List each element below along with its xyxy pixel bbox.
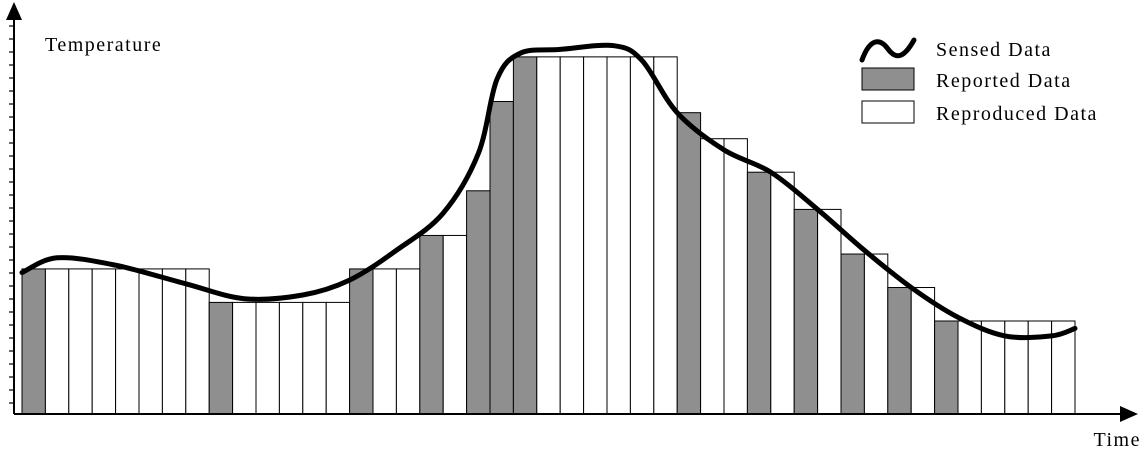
- reproduced-bar: [161, 268, 187, 415]
- legend-reported-swatch: [861, 67, 915, 91]
- axes: [6, 2, 1138, 422]
- sensed-data-curve: [19, 42, 1078, 341]
- legend-sensed-label: Sensed Data: [936, 39, 1052, 61]
- y-axis-label: Temperature: [45, 34, 162, 56]
- x-axis-label: Time: [1093, 429, 1141, 451]
- reproduced-bar: [817, 208, 842, 415]
- reproduced-bar: [910, 287, 936, 415]
- reported-bar: [676, 112, 702, 415]
- legend-reproduced-label: Reproduced Data: [936, 103, 1098, 125]
- reproduced-bar: [91, 268, 117, 415]
- reported-bar: [208, 301, 234, 415]
- reproduced-bar: [863, 253, 889, 415]
- reproduced-bar: [302, 301, 327, 415]
- reproduced-bar: [138, 268, 163, 415]
- reproduced-bar: [723, 138, 748, 415]
- reproduced-bar: [606, 56, 631, 415]
- reported-bar: [840, 253, 865, 415]
- reproduced-bar: [278, 301, 304, 415]
- reproduced-bar: [770, 171, 795, 415]
- reproduced-bar: [395, 268, 421, 415]
- reported-bar: [887, 287, 912, 415]
- legend-reported-label: Reported Data: [936, 70, 1072, 92]
- legend: Sensed Data Reported Data Reproduced Dat…: [859, 37, 1098, 125]
- reproduced-bar: [700, 138, 725, 415]
- reproduced-bar: [583, 56, 608, 415]
- reproduced-bar: [255, 301, 280, 415]
- reproduced-bar: [44, 268, 70, 415]
- reproduced-bar: [325, 301, 351, 415]
- reported-bar: [934, 320, 959, 415]
- reported-bar: [419, 234, 444, 415]
- legend-reproduced-swatch: [861, 100, 915, 124]
- reproduced-bar: [559, 56, 585, 415]
- reported-bar: [793, 208, 819, 415]
- reported-bar: [349, 268, 374, 415]
- x-axis-arrow: [1120, 406, 1138, 422]
- y-axis-arrow: [6, 2, 22, 20]
- reproduced-bar: [372, 268, 397, 415]
- reproduced-bar: [957, 320, 982, 415]
- reproduced-bar: [442, 234, 468, 415]
- reported-bar: [21, 268, 46, 415]
- reproduced-bar: [232, 301, 257, 415]
- reproduced-bar: [536, 56, 561, 415]
- legend-sensed-swatch: [859, 37, 917, 63]
- reported-bar: [489, 101, 514, 415]
- reproduced-bar: [115, 268, 140, 415]
- reported-bar: [466, 190, 491, 415]
- bars-layer: [21, 56, 1076, 415]
- reproduced-bar: [629, 56, 655, 415]
- reported-bar: [746, 171, 772, 415]
- reported-bar: [512, 56, 538, 415]
- reproduced-bar: [68, 268, 93, 415]
